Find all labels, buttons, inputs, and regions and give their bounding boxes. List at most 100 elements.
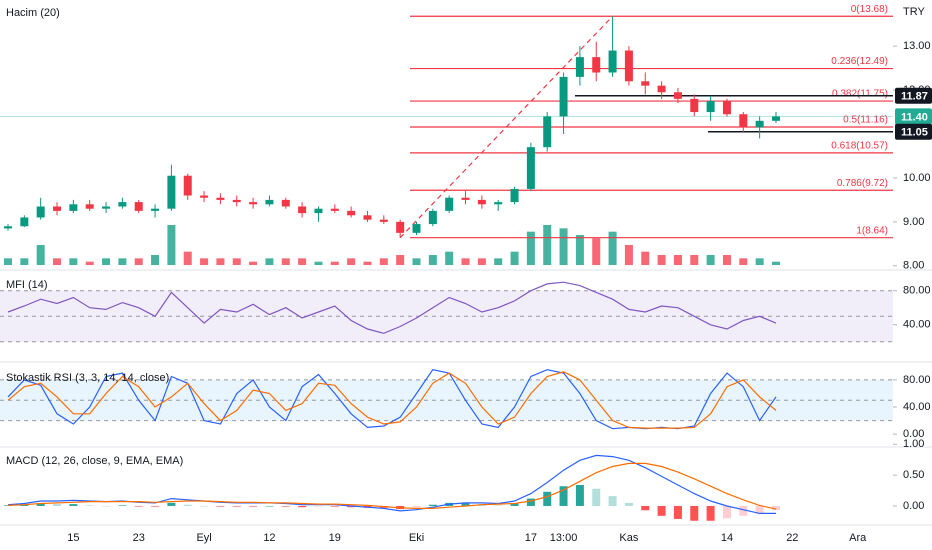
y-unit: TRY	[903, 6, 925, 18]
histogram-bar	[641, 505, 650, 511]
signal-line	[7, 462, 777, 510]
x-tick-label: 19	[329, 532, 341, 544]
candle-body	[673, 92, 682, 99]
candle-body	[657, 85, 666, 93]
histogram-bar	[183, 504, 192, 506]
y-tick-label: 0.50	[903, 469, 924, 481]
trend-line	[399, 15, 614, 239]
volume-bar	[608, 231, 617, 265]
volume-bar	[739, 258, 748, 265]
volume-bar	[477, 258, 486, 265]
y-tick-label: 0.00	[903, 428, 924, 440]
x-tick-label: 17	[525, 532, 537, 544]
fib-label: 0.382(11.75)	[832, 89, 888, 100]
volume-bar	[755, 258, 764, 265]
candle-body	[379, 219, 388, 222]
candle-body	[363, 215, 372, 220]
volume-bar	[118, 258, 127, 265]
histogram-bar	[102, 505, 111, 507]
candle-body	[281, 199, 290, 207]
candle-body	[69, 204, 78, 211]
histogram-bar	[608, 496, 617, 506]
y-tick-label: 13.00	[903, 40, 931, 52]
volume-bar	[396, 255, 405, 265]
histogram-bar	[673, 505, 682, 519]
histogram-bar	[4, 505, 12, 506]
fib-label: 0.786(9.72)	[837, 178, 888, 189]
histogram-bar	[739, 505, 748, 516]
volume-bar	[559, 228, 568, 265]
y-tick-label: 0.00	[903, 500, 924, 512]
candle-body	[690, 98, 699, 113]
candle-body	[428, 210, 437, 225]
price-label-box	[895, 87, 932, 104]
volume-bar	[641, 251, 650, 265]
volume-bar	[4, 258, 12, 265]
candle-body	[477, 199, 486, 205]
candle-body	[183, 175, 192, 196]
candle-body	[249, 202, 258, 205]
candle-body	[592, 57, 601, 73]
candle-body	[510, 188, 519, 203]
x-tick-label: 14	[721, 532, 733, 544]
fib-label: 0.5(11.16)	[843, 115, 888, 126]
candle-body	[347, 210, 356, 216]
candle-body	[265, 199, 274, 205]
candle-body	[494, 202, 503, 205]
volume-bar	[592, 238, 601, 265]
volume-bar	[216, 258, 225, 265]
histogram-bar	[134, 505, 143, 507]
candle-body	[706, 101, 715, 113]
volume-bar	[200, 258, 209, 265]
volume-bar	[151, 255, 160, 265]
histogram-bar	[151, 505, 160, 507]
candle-body	[53, 206, 62, 211]
volume-bar	[412, 258, 421, 265]
histogram-bar	[543, 491, 552, 506]
volume-bar	[347, 258, 356, 265]
candle-body	[526, 147, 535, 189]
fib-label: 0.236(12.49)	[831, 56, 888, 67]
x-tick-label: Ara	[849, 532, 867, 544]
histogram-bar	[755, 505, 764, 514]
histogram-bar	[200, 505, 209, 507]
volume-bar	[706, 255, 715, 265]
candle-body	[739, 114, 748, 128]
histogram-bar	[624, 502, 633, 506]
histogram-bar	[690, 505, 699, 521]
candle-body	[771, 116, 780, 121]
price-label-box	[895, 123, 932, 140]
histogram-bar	[36, 503, 45, 506]
histogram-bar	[526, 498, 535, 506]
panel-title: Stokastik RSI (3, 3, 14, 14, close)	[6, 372, 169, 384]
histogram-bar	[281, 505, 290, 507]
volume-bar	[657, 255, 666, 265]
x-tick-label: Eki	[409, 532, 424, 544]
histogram-bar	[298, 505, 307, 508]
x-tick-label: 15	[67, 532, 79, 544]
candle-body	[461, 197, 470, 200]
candle-body	[134, 202, 143, 211]
candle-body	[36, 206, 45, 218]
histogram-bar	[559, 486, 568, 506]
candle-body	[4, 226, 12, 229]
candle-body	[722, 101, 731, 115]
volume-bar	[428, 255, 437, 265]
histogram-bar	[428, 504, 437, 506]
volume-bar	[85, 261, 94, 265]
fib-label: 1(8.64)	[856, 225, 888, 236]
candle-body	[232, 199, 241, 203]
x-tick-label: 22	[786, 532, 798, 544]
y-tick-label: 80.00	[903, 285, 931, 297]
histogram-bar	[592, 488, 601, 506]
price-label-box	[895, 108, 932, 125]
fib-label: 0.618(10.57)	[831, 141, 888, 152]
y-tick-label: 8.00	[903, 260, 924, 272]
candle-body	[200, 195, 209, 198]
volume-bar	[298, 258, 307, 265]
volume-bar	[20, 258, 29, 265]
candle-body	[314, 208, 323, 214]
price-label: 11.40	[901, 111, 928, 123]
y-tick-label: 40.00	[903, 401, 931, 413]
candle-body	[102, 206, 111, 209]
